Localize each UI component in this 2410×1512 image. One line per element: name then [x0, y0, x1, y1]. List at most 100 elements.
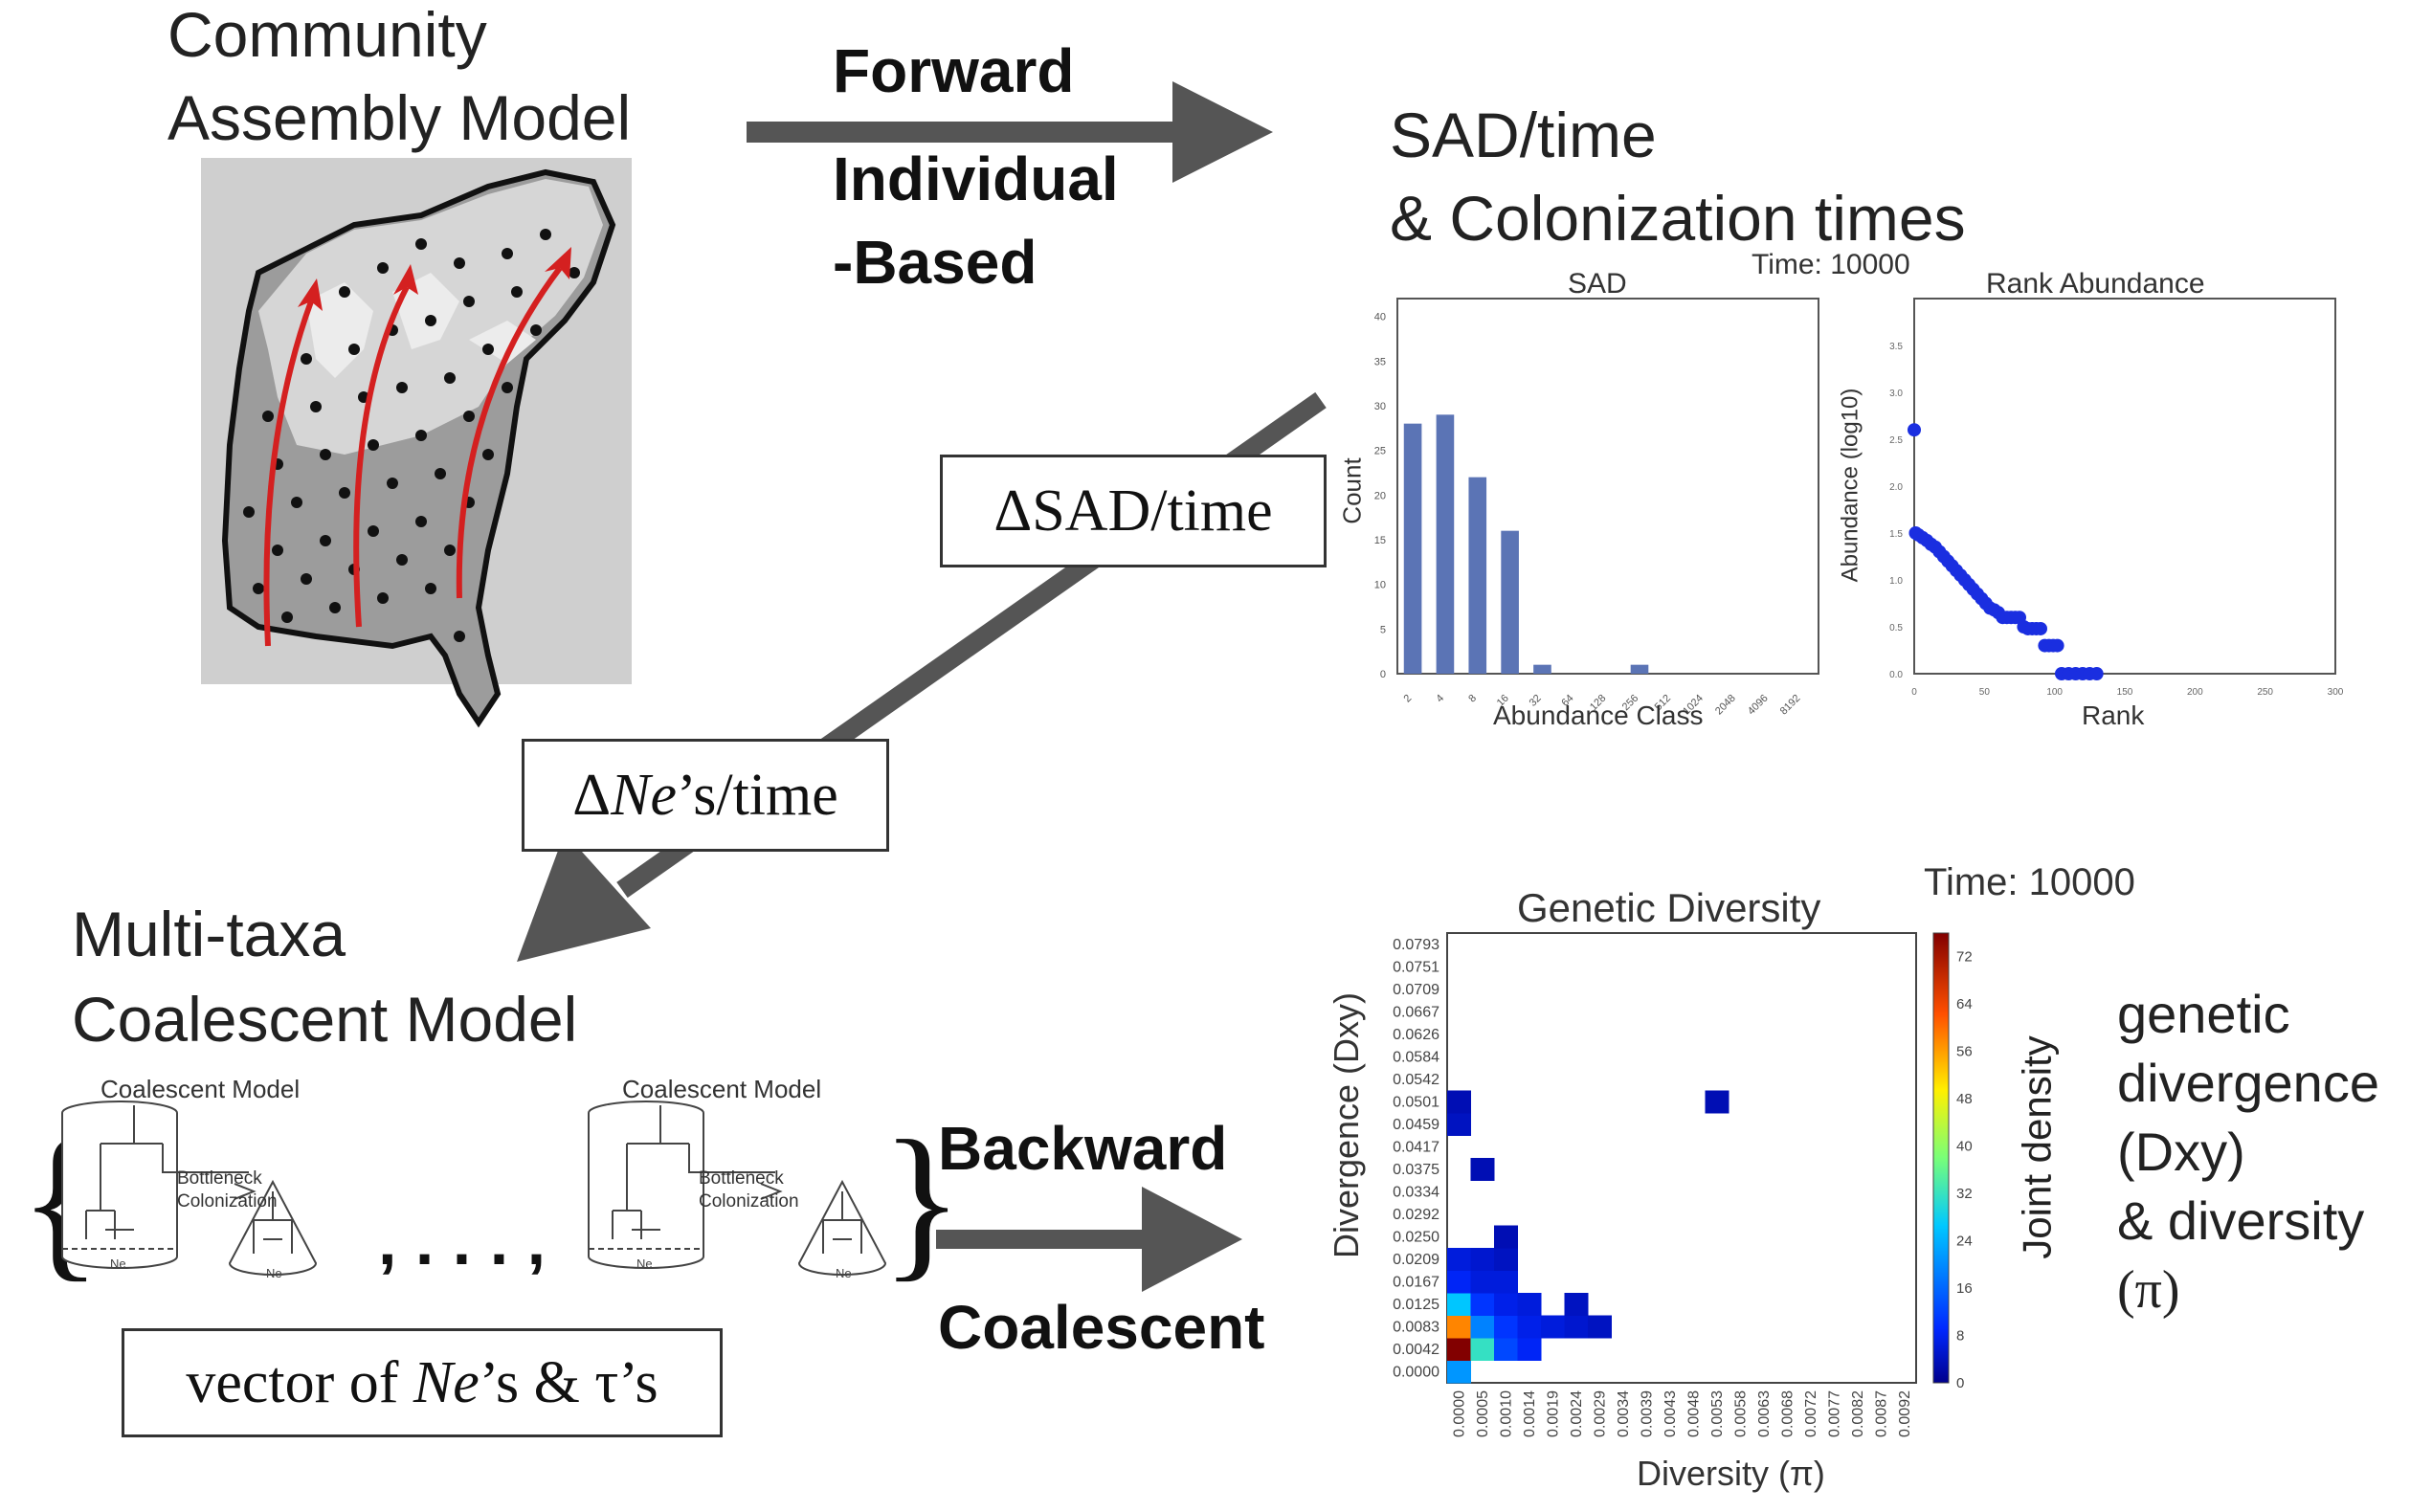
- map-dot: [377, 262, 389, 274]
- colorbar-tick: 0: [1956, 1375, 1964, 1391]
- heatmap-ytick: 0.0334: [1393, 1184, 1439, 1200]
- colonization-times-title: & Colonization times: [1390, 183, 1966, 254]
- map-dot: [415, 516, 427, 527]
- community-title-line1: Community: [167, 0, 487, 70]
- coalescent-model-title-2: Coalescent Model: [622, 1075, 822, 1103]
- sad-ytick: 0: [1380, 669, 1386, 680]
- sad-ylabel: Count: [1337, 457, 1367, 524]
- sad-time-label: Time: 10000: [1752, 249, 1910, 280]
- bottleneck-label-2: Bottleneck: [699, 1168, 784, 1189]
- heatmap-ytick: 0.0667: [1393, 1004, 1439, 1020]
- heatmap-cell: [1494, 1270, 1518, 1294]
- sad-bar: [1436, 414, 1455, 674]
- genetic-text-5: (π): [2117, 1260, 2180, 1320]
- map-dot: [482, 344, 494, 355]
- map-dot: [281, 611, 293, 623]
- map-dot: [540, 229, 551, 240]
- heatmap-xtick: 0.0048: [1685, 1390, 1702, 1437]
- forward-label: Forward: [833, 36, 1075, 105]
- heatmap-cell: [1494, 1338, 1518, 1361]
- heatmap-xtick: 0.0000: [1451, 1390, 1467, 1437]
- heatmap-cell: [1470, 1248, 1495, 1271]
- coalescent-illustration-1: { Ne Ne: [19, 1101, 318, 1296]
- map-dot: [243, 506, 255, 518]
- svg-text:Ne: Ne: [836, 1266, 852, 1280]
- heatmap-ytick: 0.0167: [1393, 1274, 1439, 1290]
- map-dot: [502, 382, 513, 393]
- delta-symbol: Δ: [572, 762, 612, 828]
- ellipsis: , . . . ,: [378, 1204, 547, 1279]
- heatmap-cell: [1447, 1360, 1471, 1384]
- heatmap-cell: [1517, 1293, 1542, 1316]
- map-dot: [377, 592, 389, 604]
- ne-italic: Ne: [611, 762, 677, 828]
- heatmap-ytick: 0.0751: [1393, 959, 1439, 975]
- map-dot: [511, 286, 523, 298]
- vector-box: vector of Ne’s & τ’s: [122, 1328, 723, 1437]
- heatmap-cell: [1447, 1293, 1471, 1316]
- heatmap-ytick: 0.0125: [1393, 1297, 1439, 1313]
- sad-xtick: 4096: [1746, 693, 1771, 718]
- rank-ytick: 2.0: [1889, 482, 1903, 493]
- vector-pre: vector of: [186, 1349, 413, 1415]
- heatmap-xtick: 0.0087: [1873, 1390, 1889, 1437]
- genetic-text-3: (Dxy): [2117, 1122, 2245, 1182]
- map-dot: [482, 449, 494, 460]
- heatmap-cell: [1470, 1315, 1495, 1339]
- heatmap-ytick: 0.0626: [1393, 1027, 1439, 1043]
- sad-xtick: 2: [1402, 693, 1415, 705]
- colonization-label-2: Colonization: [699, 1191, 799, 1212]
- vector-post: ’s: [618, 1349, 658, 1415]
- heatmap-xtick: 0.0053: [1709, 1390, 1726, 1437]
- heatmap-xtick: 0.0024: [1569, 1390, 1585, 1437]
- rank-xtick: 150: [2117, 687, 2133, 698]
- colorbar-tick: 24: [1956, 1234, 1973, 1250]
- sad-ytick: 30: [1374, 401, 1386, 412]
- map-dot: [348, 344, 360, 355]
- sad-bar: [1533, 664, 1551, 674]
- rank-abundance-chart: 0.0 0.5 1.0 1.5 2.0 2.5 3.0 3.5 0 50 100 150 200 250 3…: [1889, 298, 2344, 698]
- heatmap-xtick: 0.0068: [1779, 1390, 1796, 1437]
- heatmap-cell: [1494, 1315, 1518, 1339]
- map-dot: [415, 430, 427, 441]
- rank-ylabel: Abundance (log10): [1837, 388, 1863, 583]
- based-label: -Based: [833, 228, 1038, 297]
- heatmap-xtick: 0.0072: [1803, 1390, 1819, 1437]
- heatmap-cell: [1564, 1293, 1589, 1316]
- map-dot: [435, 468, 446, 479]
- delta-sad-box: ΔSAD/time: [940, 455, 1327, 567]
- sad-ytick: 5: [1380, 624, 1386, 635]
- heatmap-xtick: 0.0019: [1545, 1390, 1561, 1437]
- rank-point: [2089, 667, 2104, 680]
- heatmap-xtick: 0.0063: [1756, 1390, 1773, 1437]
- multitaxa-line2: Coalescent Model: [72, 984, 578, 1055]
- svg-text:}: }: [881, 1105, 963, 1296]
- map-dot: [320, 535, 331, 546]
- heatmap-xtick: 0.0039: [1639, 1390, 1655, 1437]
- vector-mid: ’s &: [479, 1349, 595, 1415]
- sad-ytick: 25: [1374, 446, 1386, 457]
- colorbar-tick: 72: [1956, 949, 1973, 966]
- bottleneck-label-1: Bottleneck: [177, 1168, 262, 1189]
- rank-xtick: 0: [1911, 687, 1917, 698]
- rank-xtick: 50: [1979, 687, 1991, 698]
- map-dot: [444, 545, 456, 556]
- rank-xlabel: Rank: [2082, 700, 2145, 730]
- colorbar-label: Joint density: [2014, 1035, 2060, 1259]
- heatmap-ytick: 0.0209: [1393, 1252, 1439, 1268]
- eastern-us-map: [201, 158, 632, 728]
- rank-plot-frame: [1913, 298, 2336, 675]
- map-dot: [301, 353, 312, 365]
- heatmap-cell: [1470, 1338, 1495, 1361]
- sad-bar: [1403, 423, 1422, 674]
- heatmap-time-label: Time: 10000: [1924, 861, 2135, 903]
- map-dot: [272, 545, 283, 556]
- community-title-line2: Assembly Model: [167, 82, 632, 153]
- rank-ytick: 2.5: [1889, 435, 1903, 446]
- genetic-text-2: divergence: [2117, 1053, 2379, 1113]
- map-dot: [339, 487, 350, 499]
- sad-ytick: 10: [1374, 580, 1386, 591]
- rank-ytick: 3.0: [1889, 389, 1903, 399]
- map-dot: [301, 573, 312, 585]
